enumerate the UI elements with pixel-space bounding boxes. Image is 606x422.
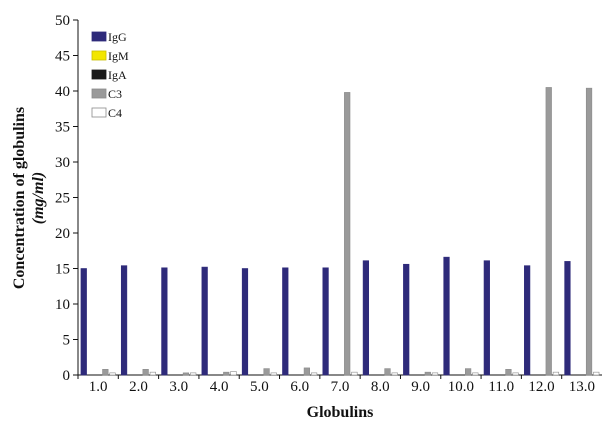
legend: IgG IgM IgA C3 C4 [91, 30, 129, 120]
legend-swatch-c3 [91, 88, 107, 99]
bar-igg-10.0 [443, 256, 450, 376]
bar-c3-4.0 [223, 371, 230, 376]
y-tick-label: 35 [55, 120, 70, 136]
x-tick-label: 1.0 [89, 379, 108, 395]
bar-c4-4.0 [230, 371, 237, 376]
bar-c3-9.0 [424, 371, 431, 376]
bar-c4-13.0 [593, 371, 600, 376]
legend-label-c3: C3 [108, 87, 122, 101]
bar-c4-9.0 [431, 372, 439, 376]
legend-label-c4: C4 [108, 106, 122, 120]
x-tick-label: 12.0 [528, 379, 554, 395]
bar-igg-4.0 [201, 266, 208, 376]
y-tick-label: 40 [55, 84, 70, 100]
bar-igg-9.0 [403, 263, 410, 376]
legend-swatch-igm [91, 50, 107, 61]
bar-igg-12.0 [524, 265, 531, 376]
x-tick-label: 13.0 [569, 379, 595, 395]
y-tick-label: 5 [63, 333, 71, 349]
bar-igg-7.0 [322, 267, 329, 376]
bar-c3-7.0 [344, 92, 351, 376]
legend-label-iga: IgA [108, 68, 127, 82]
x-tick-label: 2.0 [129, 379, 148, 395]
y-tick-label: 25 [55, 191, 70, 207]
y-tick-label: 15 [55, 262, 70, 278]
bar-igg-5.0 [241, 268, 249, 376]
x-tick-label: 3.0 [169, 379, 188, 395]
legend-label-igg: IgG [108, 30, 127, 44]
bar-igg-13.0 [564, 261, 571, 376]
legend-label-igm: IgM [108, 49, 129, 63]
bar-c3-2.0 [142, 369, 149, 376]
x-tick-label: 10.0 [448, 379, 474, 395]
bar-c3-6.0 [303, 367, 310, 376]
legend-swatch-iga [91, 69, 107, 80]
bar-c4-6.0 [310, 372, 318, 376]
bar-c3-8.0 [384, 368, 391, 376]
bar-c4-3.0 [190, 372, 197, 376]
y-tick-label: 50 [55, 13, 70, 29]
bar-c4-10.0 [472, 372, 479, 376]
x-tick-label: 7.0 [331, 379, 350, 395]
x-tick-label: 5.0 [250, 379, 269, 395]
bar-igg-1.0 [80, 268, 87, 376]
bar-c3-13.0 [585, 87, 593, 376]
bar-igg-6.0 [282, 267, 289, 376]
y-tick-label: 20 [55, 226, 70, 242]
x-tick-label: 9.0 [411, 379, 430, 395]
bar-igg-11.0 [483, 260, 490, 376]
bar-c4-7.0 [351, 371, 358, 376]
bar-c4-8.0 [391, 372, 398, 376]
x-tick-label: 6.0 [290, 379, 309, 395]
y-tick-label: 10 [55, 297, 70, 313]
bar-c4-11.0 [512, 372, 519, 376]
bar-igg-2.0 [120, 265, 128, 376]
bar-igg-8.0 [362, 260, 370, 376]
y-axis-title: Concentration of globulins [11, 107, 28, 289]
legend-swatch-igg [91, 31, 107, 42]
bars [80, 87, 600, 376]
bar-c4-12.0 [552, 371, 560, 376]
bar-igg-3.0 [161, 267, 168, 376]
bar-c4-2.0 [149, 371, 156, 376]
y-axis-unit: (mg/ml) [30, 172, 47, 224]
y-tick-label: 45 [55, 49, 70, 65]
bar-c3-5.0 [263, 368, 270, 376]
bar-c4-1.0 [109, 372, 116, 376]
legend-swatch-c4 [91, 107, 107, 118]
x-axis: 1.0 2.0 3.0 4.0 5.0 6.0 7.0 8.0 9.0 10.0 11.0 12.0 1… [77, 374, 602, 395]
bar-c3-3.0 [182, 372, 190, 376]
y-tick-label: 30 [55, 155, 70, 171]
x-axis-title: Globulins [307, 404, 374, 421]
x-tick-label: 11.0 [488, 379, 514, 395]
y-axis: 0 5 10 15 20 25 30 35 40 45 50 [55, 13, 79, 384]
y-tick-label: 0 [63, 368, 71, 384]
x-tick-label: 4.0 [210, 379, 229, 395]
bar-c4-5.0 [270, 372, 277, 376]
x-tick-label: 8.0 [371, 379, 390, 395]
bar-c3-1.0 [102, 369, 109, 376]
bar-c3-12.0 [545, 87, 552, 376]
bar-c3-10.0 [465, 368, 472, 376]
bar-c3-11.0 [505, 369, 512, 376]
